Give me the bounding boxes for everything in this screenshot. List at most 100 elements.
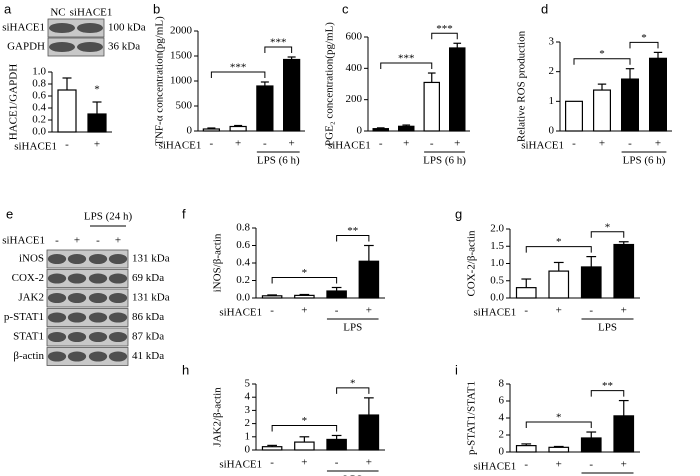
- error-bar: [331, 434, 342, 440]
- y-axis-label: PGE₂ concentration(pg/mL): [324, 22, 336, 146]
- protein-label: iNOS: [19, 253, 44, 265]
- y-tick-label: 3: [549, 36, 555, 48]
- y-tick-label: 0.8: [32, 78, 46, 90]
- bar: [326, 290, 347, 299]
- significance-label: **: [602, 380, 613, 392]
- bracket: [573, 58, 631, 65]
- x-tick-label: +: [301, 305, 307, 317]
- y-tick-label: 2000: [170, 25, 193, 37]
- blot-strip: [46, 269, 129, 288]
- significance-label: *: [641, 32, 647, 44]
- lane-label: +: [74, 235, 80, 247]
- error-bar: [521, 278, 532, 288]
- x-tick-label: +: [289, 138, 295, 150]
- y-tick-label: 1.0: [490, 257, 504, 269]
- y-tick-label: 3: [245, 404, 251, 416]
- y-tick-label: 2.0: [490, 223, 504, 235]
- panel-letter: a: [4, 1, 12, 16]
- blot-band: [108, 253, 128, 265]
- blot-strip: [46, 347, 129, 366]
- x-tick-label: +: [403, 138, 409, 150]
- y-tick-label: 4: [245, 391, 251, 403]
- panel-letter: c: [342, 1, 349, 16]
- x-axis-label: siHACE1: [473, 307, 516, 319]
- significance-label: ***: [230, 62, 247, 74]
- x-tick-label: +: [655, 138, 661, 150]
- y-tick-label: 0.6: [32, 90, 46, 102]
- significance-label: *: [599, 48, 605, 60]
- blot-band: [88, 292, 108, 304]
- error-bar: [260, 81, 269, 86]
- significance-bracket: [271, 424, 338, 432]
- bar: [548, 446, 570, 453]
- x-tick-label: +: [454, 138, 460, 150]
- protein-label: β-actin: [13, 350, 44, 362]
- bar: [294, 294, 315, 299]
- y-tick-label: 1: [245, 430, 251, 442]
- x-tick-label: +: [621, 305, 627, 317]
- x-axis-label: siHACE1: [328, 140, 371, 152]
- significance-label: ***: [270, 37, 287, 49]
- blot-band: [47, 273, 67, 284]
- bar: [294, 441, 315, 451]
- error-bar: [299, 436, 310, 443]
- bracket: [380, 62, 433, 70]
- blot-strip: [46, 327, 129, 347]
- significance-bracket: [271, 277, 338, 284]
- bar: [423, 81, 441, 132]
- lane-label: siHACE1: [70, 7, 113, 19]
- y-tick-label: 6: [499, 395, 505, 407]
- bar: [283, 58, 301, 132]
- error-bar: [553, 445, 564, 448]
- y-tick-label: 400: [346, 62, 363, 74]
- bar: [449, 47, 466, 132]
- group-label: LPS (6 h): [623, 155, 666, 167]
- size-label: 69 kDa: [132, 272, 164, 284]
- group-label: LPS: [598, 322, 617, 334]
- significance-bracket: [629, 41, 659, 49]
- y-tick-label: 0.0: [490, 292, 504, 304]
- panel-letter: i: [455, 362, 458, 377]
- x-tick-label: -: [270, 305, 274, 317]
- panel-letter: f: [182, 206, 186, 221]
- blot-band: [108, 351, 128, 362]
- blot-band: [67, 253, 87, 265]
- error-bar: [427, 72, 436, 83]
- x-tick-label: -: [335, 305, 339, 317]
- x-axis-label: siHACE1: [521, 140, 564, 152]
- x-tick-label: -: [589, 459, 593, 471]
- x-axis-label: siHACE1: [14, 141, 57, 153]
- y-tick-label: 5: [245, 378, 251, 390]
- y-tick-label: 1.0: [32, 66, 46, 78]
- treatment-label: LPS (24 h): [84, 211, 133, 223]
- x-tick-label: -: [430, 138, 434, 150]
- bar: [564, 100, 583, 132]
- blot-band: [47, 351, 67, 362]
- bracket: [431, 32, 458, 40]
- x-tick-label: -: [335, 457, 339, 469]
- blot-band: [108, 312, 128, 323]
- error-bar: [521, 443, 532, 446]
- y-tick-label: 0.0: [32, 126, 46, 138]
- bar: [515, 445, 537, 453]
- x-tick-label: -: [210, 138, 214, 150]
- panel-letter: e: [6, 206, 13, 221]
- blot-band: [88, 312, 108, 323]
- x-tick-label: +: [366, 305, 372, 317]
- blot-band: [77, 22, 103, 34]
- y-tick-label: 0: [245, 444, 251, 456]
- lane-label: -: [55, 235, 59, 247]
- bracket: [271, 424, 338, 432]
- significance-bracket: [380, 62, 433, 70]
- y-tick-label: 0.2: [32, 114, 46, 126]
- y-tick-label: 1: [549, 95, 555, 107]
- significance-label: *: [556, 236, 562, 248]
- bar: [261, 446, 283, 451]
- size-label: 41 kDa: [132, 350, 164, 362]
- x-tick-label: +: [556, 459, 562, 471]
- y-tick-label: 0: [357, 125, 363, 137]
- blot-band: [108, 331, 128, 343]
- bar: [256, 85, 274, 132]
- bracket: [271, 277, 338, 284]
- error-bar: [331, 286, 342, 291]
